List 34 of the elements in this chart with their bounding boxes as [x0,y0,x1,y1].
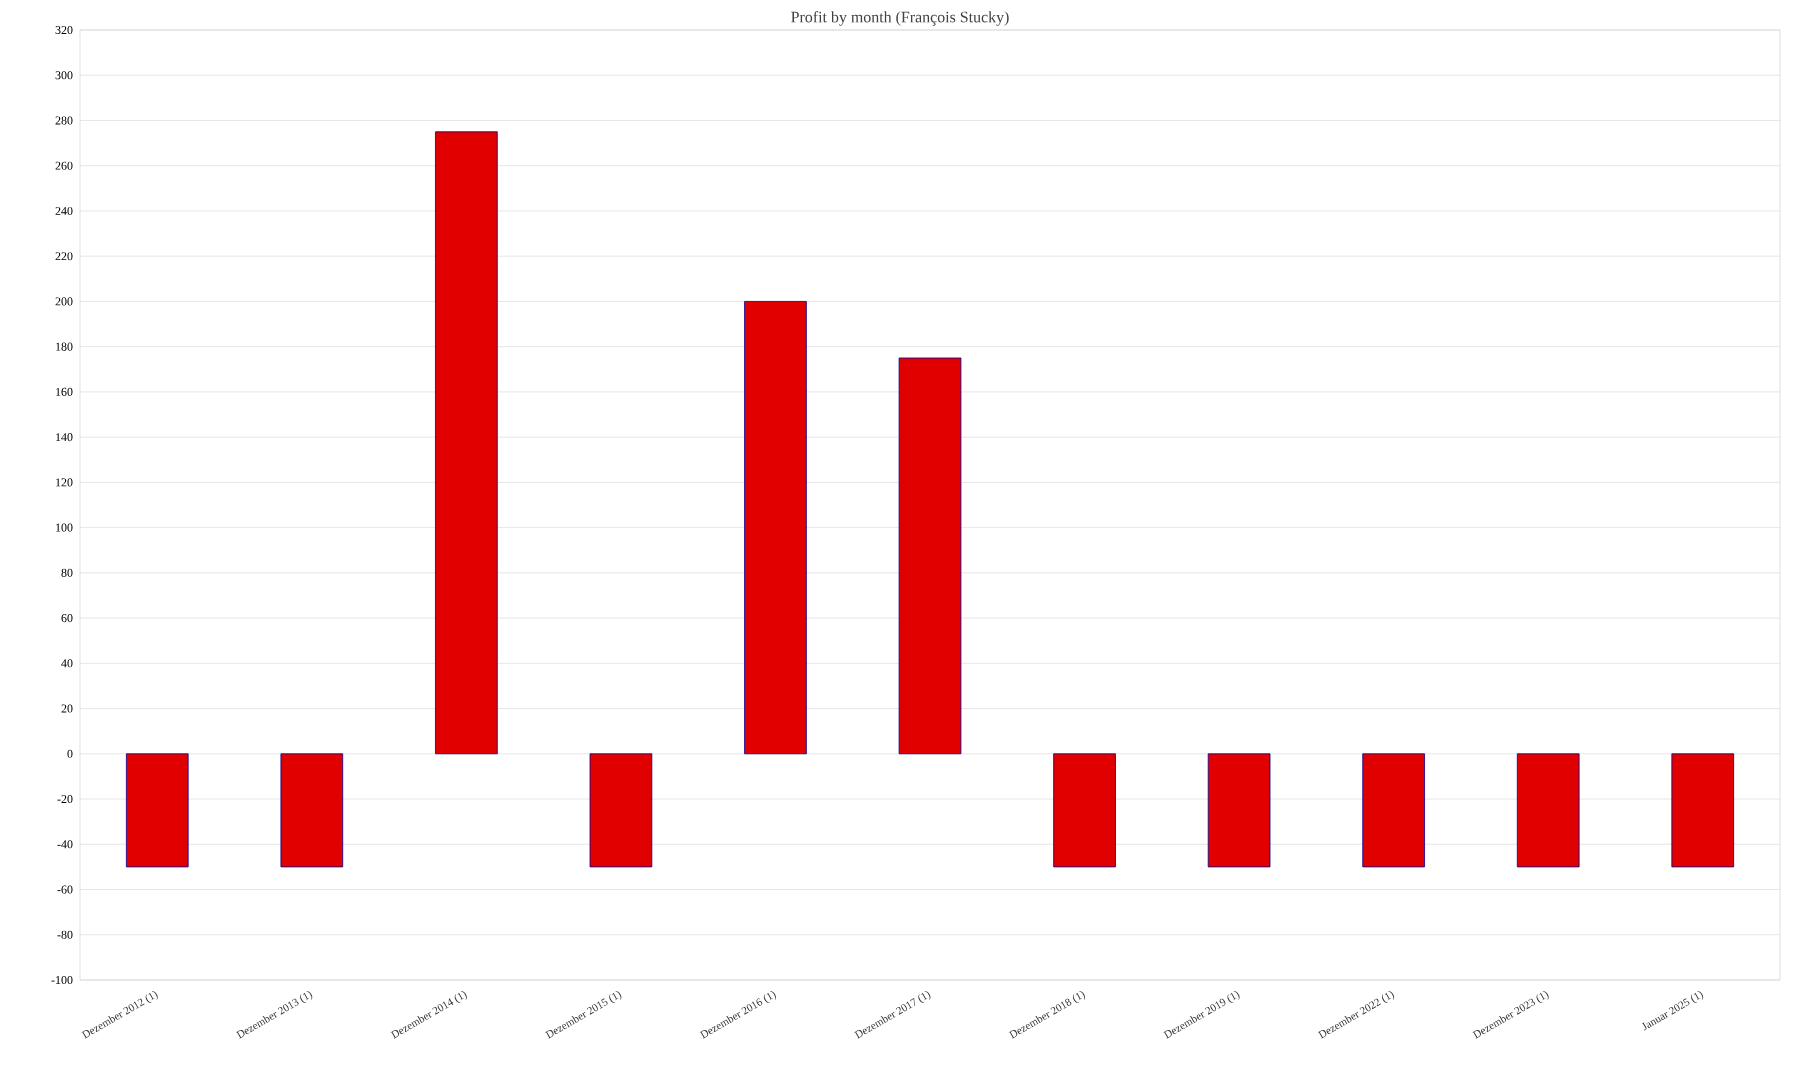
y-tick-label: -80 [57,930,73,939]
y-tick-label: 280 [55,116,73,125]
y-tick-label: 260 [55,161,73,170]
y-tick-label: 320 [55,25,73,35]
bar [1362,753,1425,868]
bar [435,131,498,755]
y-tick-label: 100 [56,523,73,532]
bar [744,301,807,755]
y-tick-label: 200 [55,297,73,306]
y-tick-label: -60 [57,885,73,894]
bar [280,753,344,868]
bar [1053,753,1116,868]
y-tick-label: 300 [55,71,73,80]
bar [1516,753,1580,868]
bar [1671,753,1735,868]
y-tick-label: -20 [57,794,73,804]
chart-title: Profit by month (François Stucky) [791,11,1009,26]
bar [898,357,962,755]
y-tick-label: 80 [61,568,73,577]
bar [125,753,189,868]
y-tick-label: 240 [55,206,73,215]
y-tick-label: 0 [67,749,73,758]
y-tick-label: 220 [55,252,73,261]
y-tick-label: 40 [61,659,73,668]
y-tick-label: -40 [57,840,73,849]
y-tick-label: 160 [56,387,73,396]
y-tick-label: 60 [61,614,73,623]
y-tick-label: 140 [56,433,73,442]
y-tick-label: 20 [61,704,73,713]
y-tick-label: 120 [56,478,73,487]
bar [1207,753,1271,868]
bar [589,753,653,868]
y-tick-label: 180 [56,342,73,351]
y-tick-label: -100 [51,975,73,985]
